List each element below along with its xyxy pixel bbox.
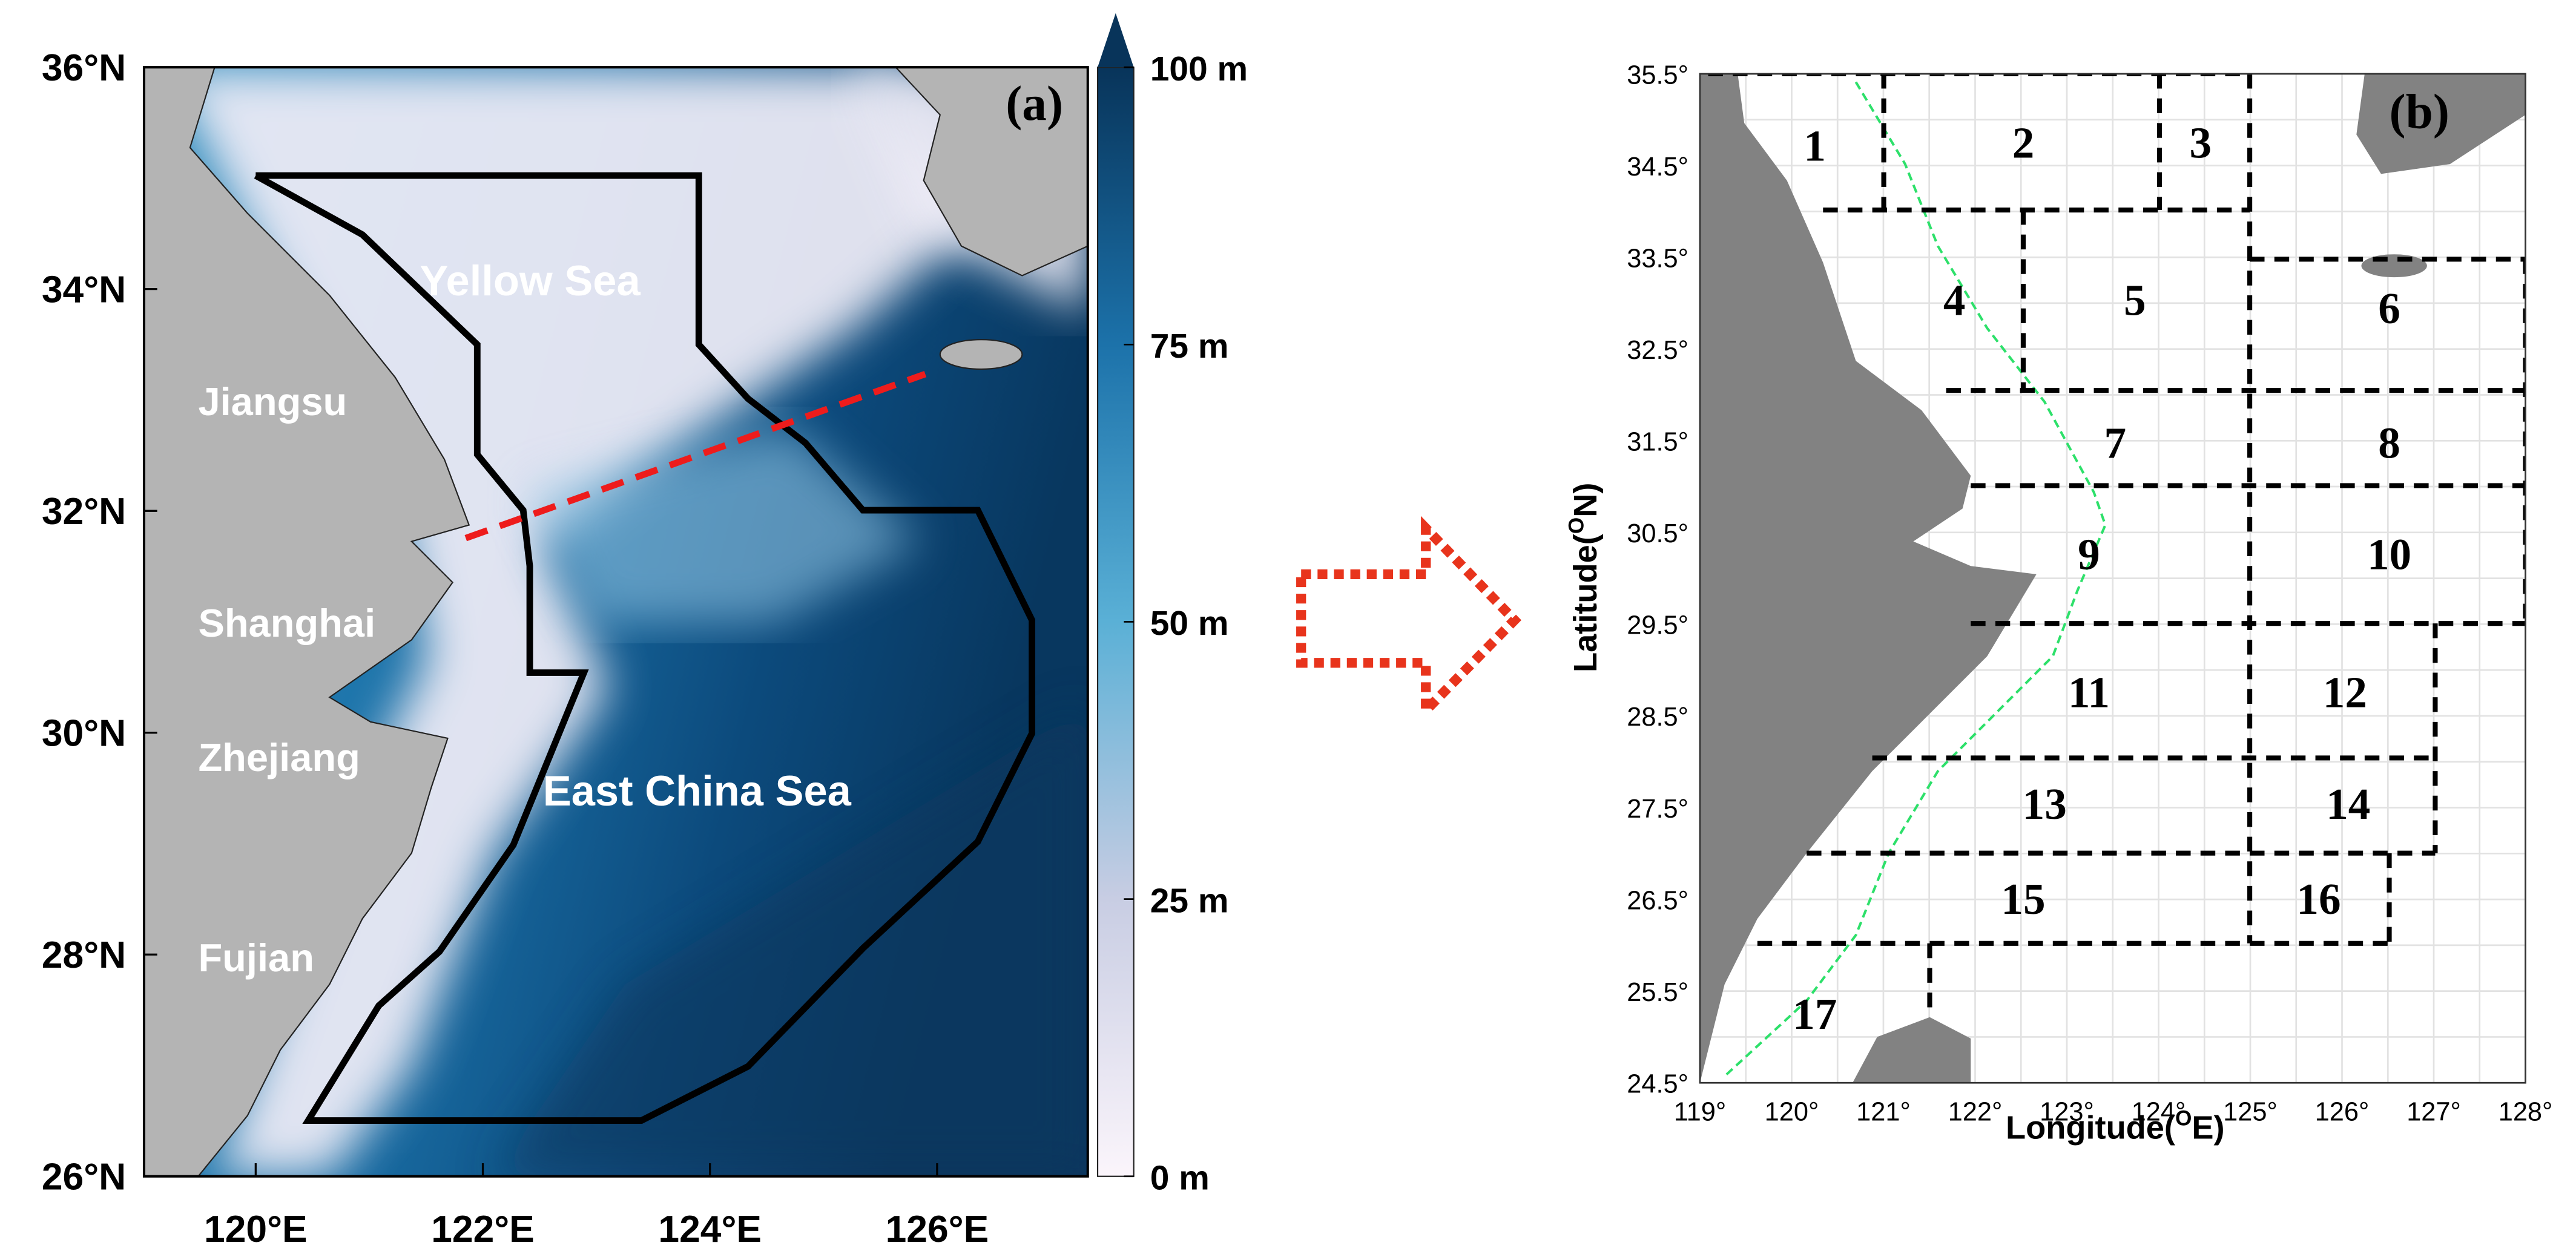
box-number: 3 [2189, 118, 2212, 167]
map-b [1699, 73, 2526, 1083]
box-number: 2 [2012, 118, 2035, 167]
box-number: 13 [2023, 779, 2067, 829]
box-number: 11 [2068, 668, 2110, 717]
arrow [1296, 516, 1521, 723]
province-label: Shanghai [198, 601, 375, 645]
y-tick-label: 24.5° [1627, 1069, 1688, 1098]
label-unit: E) [2192, 1109, 2224, 1146]
y-tick-label: 29.5° [1627, 611, 1688, 640]
box-number: 12 [2323, 668, 2367, 717]
frame-a [142, 66, 1089, 1178]
y-tick-label: 36°N [42, 47, 126, 89]
label-sup: O [1564, 517, 1588, 534]
y-tick-label: 26°N [42, 1156, 126, 1198]
colorbar-label: 50 m [1150, 604, 1229, 643]
label-text: Latitude( [1567, 534, 1604, 672]
map-a [143, 67, 1088, 1176]
x-tick-label: 124° [2132, 1098, 2186, 1127]
colorbar [1096, 13, 1135, 1177]
x-axis-label: Longitude(OE) [2006, 1107, 2225, 1146]
x-tick-label: 122°E [431, 1209, 535, 1250]
box-number: 16 [2296, 874, 2340, 924]
x-tick-label: 127° [2406, 1098, 2461, 1127]
province-label: Jiangsu [198, 379, 347, 424]
x-tick-label: 126° [2315, 1098, 2370, 1127]
y-tick-label: 30.5° [1627, 519, 1688, 548]
box-number: 15 [2001, 874, 2045, 924]
x-tick-label: 128° [2499, 1098, 2553, 1127]
y-tick-label: 28.5° [1627, 703, 1688, 732]
box-number: 5 [2124, 276, 2146, 325]
panel-label: (b) [2390, 84, 2449, 139]
x-tick-label: 119° [1674, 1098, 1726, 1127]
y-axis-label: Latitude(ON) [1564, 483, 1604, 672]
x-tick-label: 120° [1765, 1098, 1819, 1127]
y-tick-label: 34.5° [1627, 153, 1688, 182]
axes-a: 26°N 28°N 30°N 32°N 34°N 36°N 120°E 122°E 124°E 1… [42, 47, 1248, 1250]
x-tick-label: 126°E [886, 1209, 989, 1250]
y-tick-label: 27.5° [1627, 795, 1688, 824]
box-number: 17 [1793, 989, 1837, 1039]
label-unit: N) [1567, 483, 1604, 517]
y-tick-label: 30°N [42, 712, 126, 754]
label-sup: O [2175, 1107, 2192, 1130]
sea-label: East China Sea [543, 767, 852, 815]
province-label: Fujian [198, 936, 314, 980]
x-tick-label: 120°E [204, 1209, 308, 1250]
axes-b: 119° 120° 121° 122° 123° 124° 125° 126° 127° 128°… [1627, 61, 2552, 1126]
label-text: Longitude( [2006, 1109, 2175, 1146]
x-tick-label: 122° [1948, 1098, 2003, 1127]
box-number: 10 [2367, 530, 2411, 579]
frame-b [1699, 73, 2526, 1084]
x-tick-label: 123° [2040, 1098, 2094, 1127]
y-tick-label: 26.5° [1627, 886, 1688, 915]
y-tick-label: 32°N [42, 491, 126, 533]
colorbar-label: 25 m [1150, 881, 1229, 920]
y-tick-label: 32.5° [1627, 336, 1688, 365]
box-number: 1 [1804, 122, 1826, 171]
y-tick-label: 28°N [42, 934, 126, 976]
box-number: 9 [2078, 530, 2100, 579]
y-tick-label: 34°N [42, 269, 126, 310]
box-number: 6 [2378, 284, 2400, 333]
colorbar-label: 100 m [1150, 50, 1248, 88]
box-number: 4 [1943, 276, 1966, 325]
y-tick-label: 35.5° [1627, 61, 1688, 90]
box-number: 8 [2378, 418, 2400, 467]
colorbar-label: 75 m [1150, 327, 1229, 366]
y-tick-label: 31.5° [1627, 428, 1688, 457]
sea-label: Yellow Sea [420, 257, 641, 304]
x-tick-label: 125° [2223, 1098, 2278, 1127]
x-tick-label: 124°E [658, 1209, 762, 1250]
box-number: 14 [2326, 779, 2370, 829]
y-tick-label: 33.5° [1627, 244, 1688, 273]
x-tick-label: 121° [1856, 1098, 1911, 1127]
box-number: 7 [2104, 418, 2127, 467]
province-label: Zhejiang [198, 735, 360, 779]
panel-label: (a) [1006, 76, 1063, 131]
y-tick-label: 25.5° [1627, 978, 1688, 1007]
colorbar-label: 0 m [1150, 1158, 1210, 1197]
